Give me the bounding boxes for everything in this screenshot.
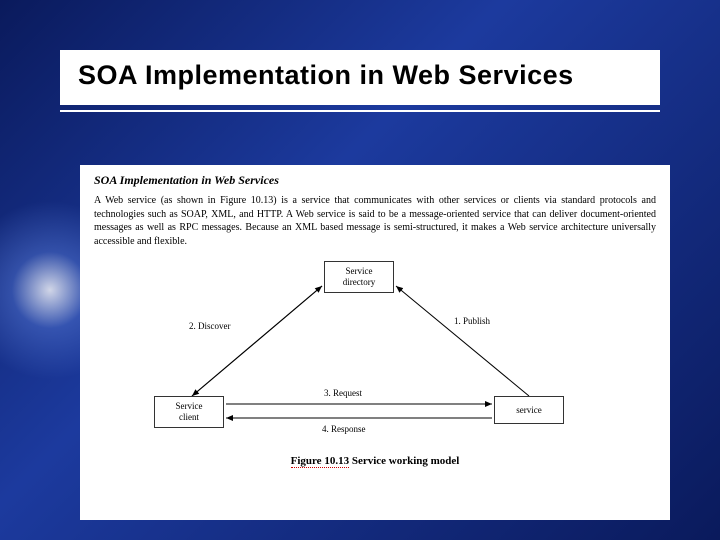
content-box: SOA Implementation in Web Services A Web… [80,165,670,520]
figure-caption-text: Service working model [352,455,460,467]
body-paragraph: A Web service (as shown in Figure 10.13)… [94,194,656,248]
diagram-edge-label-2: 2. Discover [189,321,231,331]
diagram-edge-label-4: 4. Response [322,424,366,434]
service-working-model-diagram: Service directory Service client service 1.… [94,256,656,451]
title-underline [60,110,660,112]
slide-title: SOA Implementation in Web Services [78,60,642,91]
slide-title-box: SOA Implementation in Web Services [60,50,660,105]
figure-number: Figure 10.13 [291,455,349,468]
diagram-node-client: Service client [154,396,224,428]
diagram-node-service: service [494,396,564,424]
diagram-edge-label-1: 1. Publish [454,316,490,326]
section-title: SOA Implementation in Web Services [94,173,656,188]
diagram-node-directory: Service directory [324,261,394,293]
figure-caption: Figure 10.13 Service working model [94,455,656,467]
diagram-edge-label-3: 3. Request [324,388,362,398]
